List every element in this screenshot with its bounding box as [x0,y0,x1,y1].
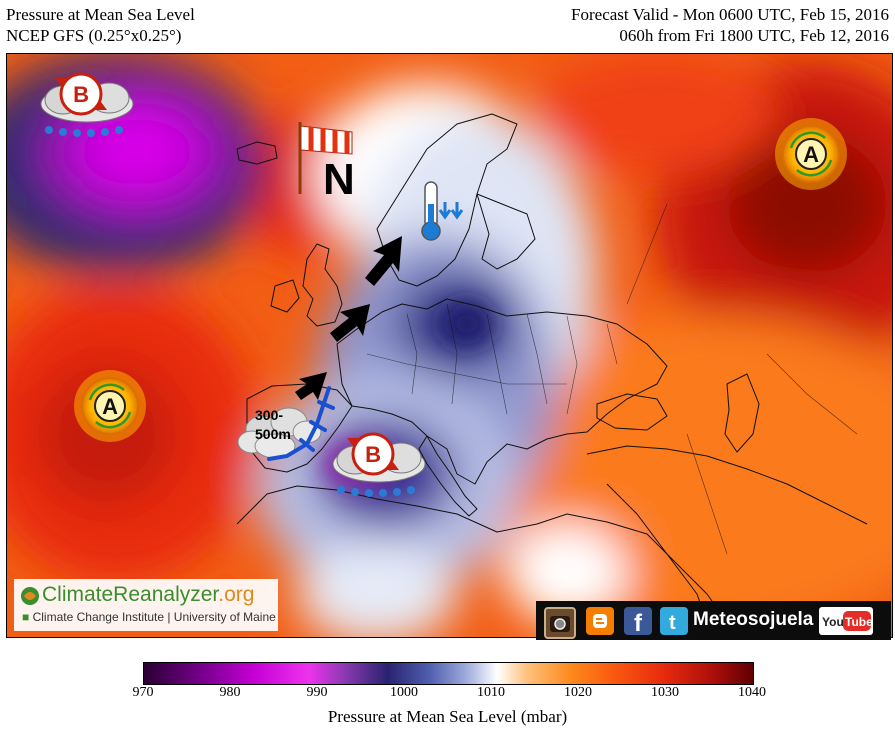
model-info: NCEP GFS (0.25°x0.25°) [6,26,182,45]
low-pressure-symbol: B [40,72,134,137]
instagram-icon[interactable] [544,607,576,639]
pressure-field: N 300- 500m [7,54,892,637]
wind-arrow-icon [330,304,370,342]
svg-text:t: t [669,612,676,634]
colorbar-tick-label: 1030 [651,685,679,700]
twitter-icon[interactable]: t [660,607,688,635]
borders [366,203,858,555]
colorbar-tick-label: 990 [306,685,328,700]
altitude-label-1: 300- [255,407,283,423]
svg-text:f: f [634,610,643,635]
wind-arrow-icon [365,236,402,286]
low-pressure-symbol: B [332,432,426,497]
snow-cloud-icon: 300- 500m [237,407,322,459]
forecast-run: 060h from Fri 1800 UTC, Feb 12, 2016 [619,26,889,45]
svg-text:You: You [822,615,844,629]
high-pressure-label: A [102,394,118,419]
high-pressure-symbol: A [74,370,146,442]
svg-text:Tube: Tube [845,615,873,629]
forecast-valid: Forecast Valid - Mon 0600 UTC, Feb 15, 2… [571,5,889,24]
colorbar-tick-label: 1040 [738,685,766,700]
low-pressure-label: B [73,82,89,107]
high-pressure-label: A [803,142,819,167]
blogger-icon[interactable] [586,607,614,635]
pressure-colorbar [143,662,754,685]
colorbar-label: Pressure at Mean Sea Level (mbar) [327,707,568,726]
cold-front-line [267,386,335,461]
wind-arrows [295,236,402,400]
facebook-icon[interactable]: f [624,607,652,637]
colorbar-tick-label: 1020 [564,685,592,700]
colorbar-tick-label: 980 [219,685,241,700]
pressure-map: N 300- 500m [6,53,893,638]
colorbar-tick-label: 1010 [477,685,505,700]
low-pressure-label: B [365,442,381,467]
climate-reanalyzer-logo[interactable]: ClimateReanalyzer.org ■ Climate Change I… [14,579,278,631]
colorbar-tick-label: 970 [132,685,154,700]
logo-subtitle: ■ Climate Change Institute | University … [22,610,276,624]
logo-emblem-icon [21,587,39,605]
high-pressure-symbol: A [775,118,847,190]
map-title: Pressure at Mean Sea Level [6,5,195,24]
social-bar: f t Meteosojuela You Tube [536,601,891,640]
colorbar-tick-label: 1000 [390,685,418,700]
social-account-name: Meteosojuela [693,609,814,630]
wind-direction-label: N [323,155,355,204]
logo-name-tld: .org [218,583,255,606]
windsock-icon: N [298,122,355,204]
logo-name: ClimateReanalyzer.org [42,583,254,607]
thermometer-cold-icon [421,181,464,241]
youtube-icon[interactable]: You Tube [819,607,873,635]
logo-name-main: ClimateReanalyzer [42,583,219,606]
logo-subtitle-text: Climate Change Institute | University of… [32,610,276,624]
wind-arrow-icon [295,372,327,400]
altitude-label-2: 500m [255,426,291,442]
